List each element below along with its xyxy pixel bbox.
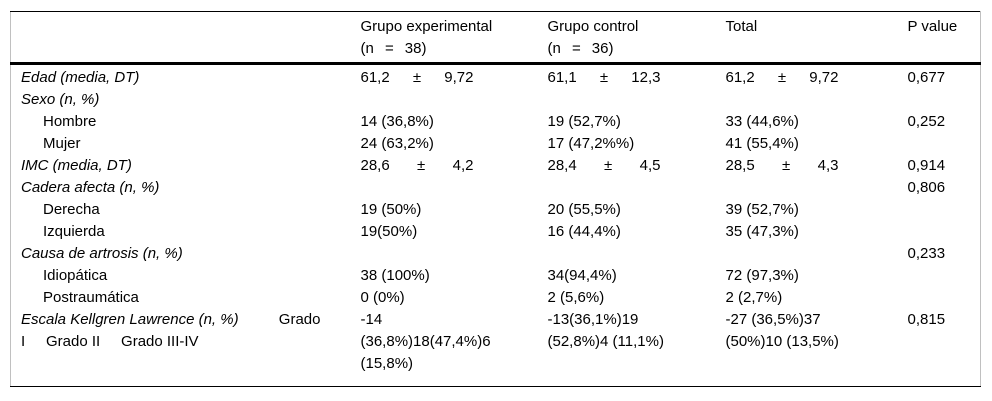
header-row: Grupo experimental (n = 38) Grupo control …: [10, 11, 981, 65]
cell-total: 41 (55,4%): [725, 135, 799, 152]
cell-experimental: 0 (0%): [360, 289, 405, 306]
cell-control: 16 (44,4%): [547, 223, 621, 240]
cell-control: 61,1 ±12,3: [547, 69, 661, 86]
column-title: Total: [725, 18, 758, 35]
header-grupo-control: Grupo control (n = 36): [547, 11, 726, 65]
cell-control: [548, 243, 726, 265]
table-row: Hombre 14 (36,8%) 19 (52,7%) 33 (44,6%) 0,25…: [11, 111, 981, 133]
row-label: Edad (media, DT): [21, 69, 140, 86]
row-label: Derecha: [43, 201, 100, 218]
cell-control: [548, 177, 726, 199]
cell-pvalue: [908, 287, 981, 309]
cell-control: -13(36,1%)19 (52,8%)4 (11,1%): [547, 311, 664, 350]
cell-control: 20 (55,5%): [547, 201, 621, 218]
cell-total: 39 (52,7%): [725, 201, 799, 218]
cell-pvalue: [908, 221, 981, 243]
cell-total: 33 (44,6%): [725, 113, 799, 130]
table-row: Cadera afecta (n, %) 0,806: [11, 177, 981, 199]
cell-experimental: [361, 177, 548, 199]
table-row: Idiopática 38 (100%) 34(94,4%) 72 (97,3%): [11, 265, 981, 287]
table-row: Edad (media, DT) 61,2 ±9,72 61,1 ±12,3 61,2 ±9…: [11, 64, 981, 90]
cell-control: 28,4 ±4,5: [547, 157, 661, 174]
row-label: Izquierda: [43, 223, 105, 240]
cell-total: 61,2 ±9,72: [725, 69, 839, 86]
data-table: Grupo experimental (n = 38) Grupo control …: [10, 11, 981, 387]
cell-pvalue: [908, 265, 981, 287]
cell-control: 17 (47,2%%): [547, 135, 635, 152]
header-empty-cell: [10, 11, 361, 65]
cell-control: 34(94,4%): [547, 267, 617, 284]
cell-experimental: 19(50%): [360, 223, 418, 240]
patient-characteristics-table: Grupo experimental (n = 38) Grupo control …: [10, 11, 981, 387]
cell-experimental: [361, 243, 548, 265]
column-n-count: (n = 38): [360, 40, 427, 57]
cell-pvalue: 0,233: [907, 245, 946, 262]
cell-pvalue: 0,677: [907, 69, 946, 86]
table-body: Edad (media, DT) 61,2 ±9,72 61,1 ±12,3 61,2 ±9…: [11, 64, 981, 387]
cell-control: 19 (52,7%): [547, 113, 621, 130]
table-row: Izquierda 19(50%) 16 (44,4%) 35 (47,3%): [11, 221, 981, 243]
column-title: Grupo experimental: [360, 18, 493, 35]
table-row: Escala Kellgren Lawrence (n, %) Grado I Gr…: [11, 309, 981, 387]
cell-total: 35 (47,3%): [725, 223, 799, 240]
row-label: Idiopática: [43, 267, 108, 284]
cell-total: [726, 243, 908, 265]
row-label: Hombre: [43, 113, 97, 130]
cell-total: [726, 89, 908, 111]
cell-experimental: 14 (36,8%): [360, 113, 434, 130]
cell-pvalue: 0,815: [907, 311, 946, 328]
row-label: Postraumática: [43, 289, 139, 306]
table-row: Causa de artrosis (n, %) 0,233: [11, 243, 981, 265]
cell-control: 2 (5,6%): [547, 289, 605, 306]
table-row: Postraumática 0 (0%) 2 (5,6%) 2 (2,7%): [11, 287, 981, 309]
column-title: P value: [907, 18, 958, 35]
table-row: Derecha 19 (50%) 20 (55,5%) 39 (52,7%): [11, 199, 981, 221]
cell-total: 28,5 ±4,3: [725, 157, 839, 174]
cell-experimental: -14 (36,8%)18(47,4%)6 (15,8%): [360, 311, 491, 372]
cell-pvalue: 0,806: [907, 179, 946, 196]
table-row: IMC (media, DT) 28,6 ±4,2 28,4 ±4,5 28,5 ±4,3 0…: [11, 155, 981, 177]
row-label: Cadera afecta (n, %): [21, 179, 160, 196]
cell-pvalue: 0,252: [907, 113, 946, 130]
row-label: Escala Kellgren Lawrence (n, %) Grado I Gr…: [21, 311, 321, 350]
header-total: Total: [725, 11, 908, 65]
cell-pvalue: 0,914: [907, 157, 946, 174]
cell-total: -27 (36,5%)37 (50%)10 (13,5%): [725, 311, 839, 350]
header-grupo-experimental: Grupo experimental (n = 38): [360, 11, 548, 65]
row-label: Mujer: [43, 135, 81, 152]
cell-experimental: 19 (50%): [360, 201, 422, 218]
cell-experimental: [361, 89, 548, 111]
cell-experimental: 24 (63,2%): [360, 135, 434, 152]
cell-total: 2 (2,7%): [725, 289, 783, 306]
row-label: Causa de artrosis (n, %): [21, 245, 183, 262]
cell-experimental: 28,6 ±4,2: [360, 157, 474, 174]
cell-total: [726, 177, 908, 199]
column-n-count: (n = 36): [547, 40, 614, 57]
column-title: Grupo control: [547, 18, 639, 35]
row-label: IMC (media, DT): [21, 157, 132, 174]
table-row: Mujer 24 (63,2%) 17 (47,2%%) 41 (55,4%): [11, 133, 981, 155]
cell-experimental: 38 (100%): [360, 267, 430, 284]
cell-total: 72 (97,3%): [725, 267, 799, 284]
row-label: Sexo (n, %): [21, 91, 100, 108]
table-row: Sexo (n, %): [11, 89, 981, 111]
cell-pvalue: [908, 199, 981, 221]
header-p-value: P value: [907, 11, 981, 65]
cell-experimental: 61,2 ±9,72: [360, 69, 474, 86]
cell-pvalue: [908, 89, 981, 111]
cell-pvalue: [908, 133, 981, 155]
cell-control: [548, 89, 726, 111]
